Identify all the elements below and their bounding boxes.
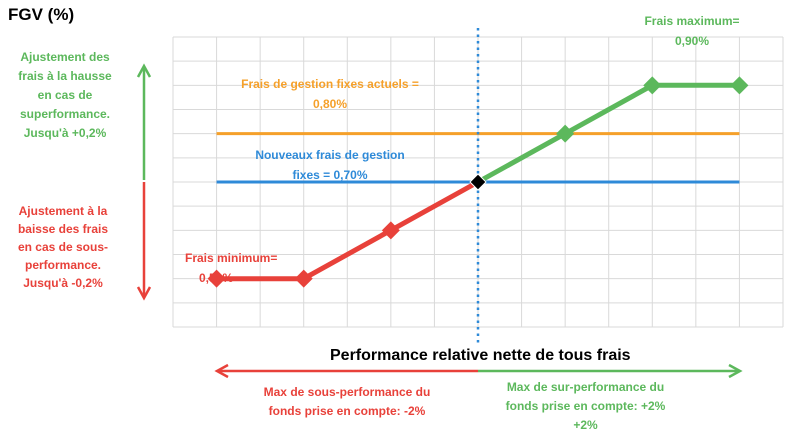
- label-line: Nouveaux frais de gestion: [255, 148, 405, 162]
- annotation-line: en cas de: [37, 88, 93, 102]
- label-line: 0,90%: [674, 34, 710, 48]
- overperformance-range-arrow-head: [728, 363, 743, 379]
- label-line: Frais de gestion fixes actuels =: [241, 77, 419, 91]
- x-axis-title: Performance relative nette de tous frais: [330, 347, 631, 364]
- note-line: fonds prise en compte: +2%: [505, 399, 666, 413]
- data-point-marker: [556, 124, 575, 143]
- annotation-line: superformance.: [19, 107, 111, 121]
- label-line: fixes = 0,70%: [292, 168, 368, 182]
- annotation-arrows: [136, 63, 743, 379]
- data-point-marker: [294, 269, 313, 288]
- data-point-marker: [381, 221, 400, 240]
- data-point-marker: [207, 269, 226, 288]
- data-point-marker: [730, 76, 749, 95]
- underperformance-fee-line: [216, 179, 480, 282]
- overperformance-fee-line: [476, 82, 740, 185]
- note-line: Max de sous-performance du: [263, 385, 431, 399]
- underperformance-range-arrow-head: [214, 363, 229, 379]
- annotation-line: performance.: [24, 258, 102, 272]
- annotation-line: frais à la hausse: [18, 69, 112, 83]
- annotation-downward-adjustment: Ajustement à la baisse des frais en cas …: [0, 202, 126, 292]
- series-markers: [207, 76, 749, 288]
- min-fee-label: Frais minimum= 0,50%: [185, 248, 305, 288]
- note-line: fonds prise en compte: -2%: [268, 404, 426, 418]
- label-line: 0,50%: [199, 271, 234, 285]
- annotation-upward-adjustment: Ajustement des frais à la hausse en cas …: [2, 48, 128, 143]
- annotation-line: en cas de sous-: [17, 240, 109, 254]
- max-fee-label: Frais maximum= 0,90%: [632, 11, 752, 51]
- upward-adjustment-arrow: [136, 63, 152, 180]
- series-lines: [216, 82, 740, 282]
- overperformance-cap-note: Max de sur-performance du fonds prise en…: [478, 378, 693, 435]
- annotation-line: Jusqu'à -0,2%: [23, 276, 103, 290]
- note-line: Max de sur-performance du: [506, 380, 665, 394]
- center-point-marker: [469, 173, 487, 191]
- annotation-line: Ajustement des: [20, 50, 110, 64]
- label-line: Frais maximum=: [644, 14, 740, 28]
- underperformance-cap-note: Max de sous-performance du fonds prise e…: [222, 383, 472, 421]
- underperformance-range-arrow: [214, 363, 478, 379]
- label-line: Frais minimum=: [185, 251, 278, 265]
- annotation-line: baisse des frais: [17, 222, 109, 236]
- downward-adjustment-arrow: [136, 182, 152, 301]
- y-axis-title: FGV (%): [8, 5, 75, 24]
- annotation-line: Ajustement à la: [18, 204, 108, 218]
- label-line: 0,80%: [312, 97, 348, 111]
- downward-adjustment-arrow-head: [136, 286, 152, 301]
- data-point-marker: [643, 76, 662, 95]
- new-fee-label: Nouveaux frais de gestion fixes = 0,70%: [235, 145, 425, 185]
- annotation-line: Jusqu'à +0,2%: [23, 126, 107, 140]
- upward-adjustment-arrow-head: [136, 63, 152, 78]
- current-fee-label: Frais de gestion fixes actuels = 0,80%: [215, 74, 445, 114]
- note-line: +2%: [573, 418, 598, 432]
- overperformance-range-arrow: [478, 363, 743, 379]
